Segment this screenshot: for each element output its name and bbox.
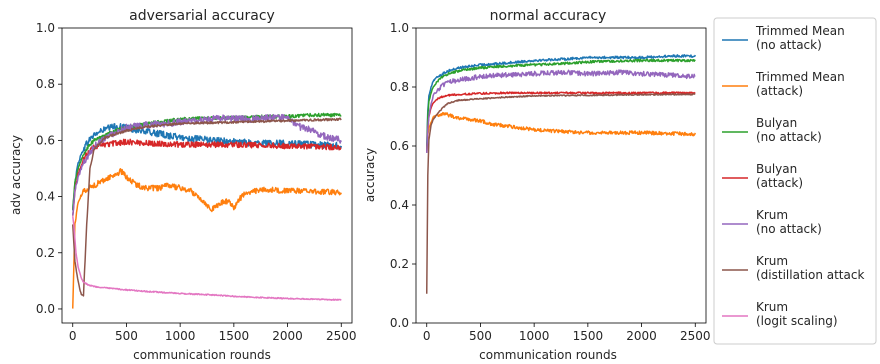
left-x-axis-label: communication rounds <box>133 348 271 362</box>
x-tick-label: 1000 <box>519 329 550 343</box>
right-y-axis-label: accuracy <box>363 148 377 202</box>
y-tick-label: 0.0 <box>390 316 409 330</box>
series-line-trimmed-mean-no-attack <box>425 54 696 147</box>
y-tick-label: 0.6 <box>36 133 55 147</box>
legend-label: (attack) <box>756 176 803 190</box>
series-line-bulyan-attack <box>71 138 342 216</box>
legend-label: Krum <box>756 300 788 314</box>
x-tick-label: 2500 <box>680 329 711 343</box>
x-tick-label: 0 <box>69 329 77 343</box>
y-tick-label: 0.8 <box>390 80 409 94</box>
legend-label: (distillation attack <box>756 268 864 282</box>
legend-label: Bulyan <box>756 116 797 130</box>
legend-label: (no attack) <box>756 222 822 236</box>
legend-label: (attack) <box>756 84 803 98</box>
y-tick-label: 0.4 <box>36 190 55 204</box>
x-tick-label: 2000 <box>626 329 657 343</box>
series-group <box>71 112 342 309</box>
legend-label: (logit scaling) <box>756 314 838 328</box>
x-tick-label: 500 <box>469 329 492 343</box>
right-chart-title: normal accuracy <box>490 8 607 24</box>
series-line-krum-distillation-attack <box>71 117 342 297</box>
y-tick-label: 0.8 <box>36 77 55 91</box>
series-line-trimmed-mean-attack <box>425 111 696 153</box>
series-group <box>425 54 696 294</box>
x-tick-label: 0 <box>423 329 431 343</box>
series-line-krum-no-attack <box>425 69 696 153</box>
legend-box <box>713 17 877 345</box>
right-x-axis-label: communication rounds <box>479 348 617 362</box>
series-line-bulyan-attack <box>425 91 696 153</box>
legend-label: Bulyan <box>756 162 797 176</box>
x-tick-label: 1500 <box>573 329 604 343</box>
axes-frame <box>415 27 707 324</box>
series-line-krum-no-attack <box>71 113 342 216</box>
axes-frame <box>61 27 353 324</box>
y-tick-label: 0.2 <box>390 257 409 271</box>
y-tick-label: 1.0 <box>36 21 55 35</box>
y-tick-label: 0.2 <box>36 246 55 260</box>
y-tick-label: 1.0 <box>390 21 409 35</box>
left-chart-title: adversarial accuracy <box>129 8 275 24</box>
series-line-bulyan-no-attack <box>425 58 696 153</box>
y-tick-label: 0.6 <box>390 139 409 153</box>
x-tick-label: 2000 <box>272 329 303 343</box>
series-line-krum-logit-scaling <box>71 216 342 301</box>
series-line-trimmed-mean-attack <box>71 168 342 309</box>
legend-label: Trimmed Mean <box>755 24 845 38</box>
adversarial-accuracy-panel: adversarial accuracy communication round… <box>9 8 357 362</box>
x-tick-label: 1500 <box>219 329 250 343</box>
legend-label: (no attack) <box>756 130 822 144</box>
y-tick-label: 0.4 <box>390 198 409 212</box>
legend-label: Trimmed Mean <box>755 70 845 84</box>
series-line-krum-distillation-attack <box>425 93 696 294</box>
left-y-axis-label: adv accuracy <box>9 135 23 215</box>
normal-accuracy-panel: normal accuracy communication rounds acc… <box>363 8 711 362</box>
x-tick-label: 500 <box>115 329 138 343</box>
chart-legend: Trimmed Mean(no attack)Trimmed Mean(atta… <box>713 17 877 345</box>
y-tick-label: 0.0 <box>36 302 55 316</box>
legend-label: Krum <box>756 254 788 268</box>
legend-label: Krum <box>756 208 788 222</box>
x-tick-label: 1000 <box>165 329 196 343</box>
legend-label: (no attack) <box>756 38 822 52</box>
x-tick-label: 2500 <box>326 329 357 343</box>
